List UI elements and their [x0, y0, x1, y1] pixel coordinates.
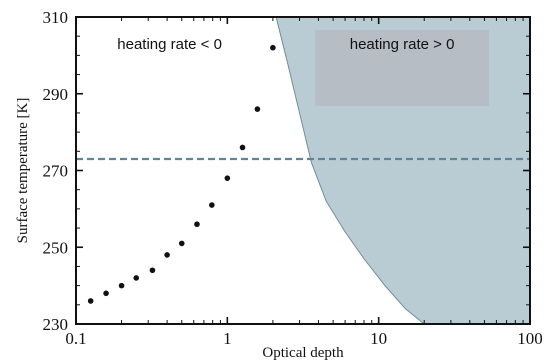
x-tick-label: 1 — [223, 329, 232, 348]
data-point — [270, 44, 276, 51]
y-tick-label: 230 — [43, 315, 69, 334]
y-axis-title: Surface temperature [K] — [15, 98, 31, 244]
x-tick-label: 0.1 — [65, 329, 86, 348]
shaded-region-boundary — [275, 17, 425, 324]
annotation-label: heating rate > 0 — [350, 36, 455, 53]
data-point — [224, 175, 231, 181]
data-point — [239, 144, 246, 151]
x-tick-label: 100 — [517, 329, 543, 348]
data-point — [118, 282, 125, 289]
data-point — [149, 267, 156, 274]
y-tick-label: 270 — [43, 162, 69, 181]
ticks-layer: 0.1 1 10 100 230 250 270 290 310 — [43, 8, 543, 348]
data-point — [194, 221, 200, 228]
annotation-box-layer — [315, 29, 490, 106]
data-point — [178, 240, 185, 247]
data-point — [87, 298, 94, 304]
data-point — [133, 275, 140, 281]
annotation-box — [315, 29, 490, 106]
data-point — [103, 290, 109, 297]
data-point — [254, 106, 261, 112]
data-point — [164, 252, 170, 258]
annotation-label: heating rate < 0 — [117, 36, 222, 53]
points-layer — [87, 44, 276, 304]
annotation-text-layer: heating rate < 0 heating rate > 0 — [117, 36, 454, 53]
y-tick-label: 250 — [43, 238, 69, 257]
data-point — [209, 202, 215, 208]
x-tick-label: 10 — [370, 329, 387, 348]
x-axis-title: Optical depth — [262, 345, 344, 361]
y-tick-label: 310 — [43, 8, 69, 27]
y-tick-label: 290 — [43, 85, 69, 104]
